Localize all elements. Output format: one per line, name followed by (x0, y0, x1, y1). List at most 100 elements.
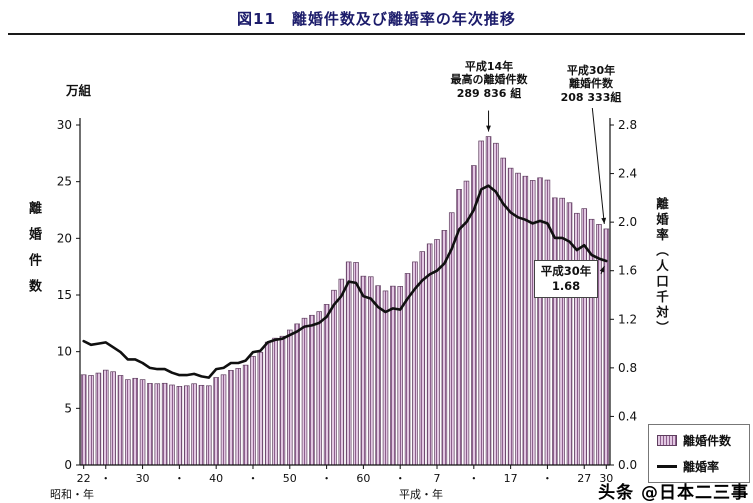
legend-item-bars: 離婚件数 (657, 432, 741, 449)
bar (220, 374, 227, 466)
x-tick-label: 50 (283, 472, 297, 485)
bar (323, 304, 330, 466)
bar (353, 262, 359, 466)
bar (316, 311, 323, 466)
right-tick-label: 1.6 (618, 264, 637, 278)
annotation-arrowhead (601, 217, 607, 224)
watermark: 头条 @日本二三事 (598, 483, 749, 503)
bar (95, 372, 102, 466)
bar (132, 377, 138, 466)
bar (154, 383, 161, 466)
right-tick-label: 0.4 (618, 409, 637, 423)
bar (279, 335, 286, 466)
x-tick-label: ・ (395, 472, 406, 485)
left-tick-label: 25 (57, 175, 72, 189)
bar (213, 377, 219, 466)
bar (161, 382, 168, 466)
legend-line-label: 離婚率 (683, 460, 720, 474)
bar (191, 383, 197, 466)
rate-line (82, 184, 608, 379)
era-label-showa: 昭和・年 (50, 488, 94, 501)
x-tick-label: 40 (209, 472, 223, 485)
bar (139, 379, 146, 466)
left-tick-label: 5 (64, 401, 72, 415)
annotation-arrowhead (486, 125, 491, 132)
bar (206, 385, 212, 466)
bar (434, 239, 440, 466)
x-tick-label: ・ (100, 472, 111, 485)
bar (272, 337, 278, 466)
x-tick-label: ・ (542, 472, 553, 485)
x-tick-label: ・ (468, 472, 479, 485)
bar (360, 275, 367, 466)
bar (80, 374, 87, 466)
left-tick-label: 20 (57, 231, 72, 245)
annotation-arrowhead (599, 266, 605, 273)
x-tick-label: 22 (77, 472, 91, 485)
right-tick-label: 0.0 (618, 458, 637, 472)
chart-legend: 離婚件数 離婚率 (648, 424, 750, 483)
bar (169, 384, 175, 466)
era-label-heisei: 平成・年 (399, 488, 443, 501)
bar (390, 285, 396, 466)
left-tick-label: 30 (57, 118, 72, 132)
legend-bars-label: 離婚件数 (683, 434, 732, 448)
bar (301, 317, 308, 466)
right-tick-label: 2.0 (618, 215, 637, 229)
legend-item-line: 離婚率 (657, 458, 741, 475)
x-tick-label: ・ (247, 472, 258, 485)
x-tick-label: 7 (434, 472, 441, 485)
bar (382, 290, 389, 466)
annotation-latest-rate-box: 平成30年 1.68 (534, 260, 598, 298)
bar (257, 351, 264, 466)
line-swatch-icon (657, 465, 677, 468)
title-rule (8, 33, 745, 35)
bar-swatch-icon (657, 435, 677, 446)
annotation-latest-count: 平成30年 離婚件数 208 333組 (560, 64, 622, 104)
bar (117, 375, 124, 466)
x-tick-label: 30 (136, 472, 150, 485)
bar (338, 278, 345, 466)
figure-title: 図11 離婚件数及び離婚率の年次推移 (237, 10, 516, 28)
x-tick-label: 27 (577, 472, 591, 485)
right-tick-label: 2.4 (618, 167, 637, 181)
right-tick-label: 2.8 (618, 118, 637, 132)
x-tick-label: 60 (356, 472, 370, 485)
bar (125, 379, 131, 466)
bar (250, 355, 256, 466)
annotation-peak-count: 平成14年 最高の離婚件数 289 836 組 (450, 60, 528, 100)
annotation-arrow (591, 107, 605, 224)
bar (183, 385, 190, 466)
bar (147, 383, 153, 466)
bar (235, 368, 242, 466)
bar (287, 329, 293, 466)
bar (264, 341, 271, 466)
x-tick-label: 30 (599, 472, 613, 485)
bar (294, 323, 300, 466)
right-axis-title: 離婚率（人口千対） (654, 197, 669, 337)
left-tick-label: 10 (57, 345, 72, 359)
x-tick-label: ・ (321, 472, 332, 485)
bar (198, 384, 205, 466)
bar (367, 276, 374, 466)
bar (88, 375, 94, 466)
bar (102, 369, 109, 466)
right-tick-label: 1.2 (618, 312, 637, 326)
left-axis-unit-label: 万組 (66, 83, 92, 98)
bar (345, 261, 352, 466)
bar (603, 228, 610, 466)
bar (176, 386, 183, 466)
bar (242, 364, 249, 466)
right-tick-label: 0.8 (618, 361, 637, 375)
bar (375, 285, 381, 466)
bar (309, 314, 315, 466)
x-tick-label: 17 (504, 472, 518, 485)
left-tick-label: 0 (64, 458, 72, 472)
bar (397, 286, 403, 466)
bar (331, 289, 337, 466)
x-tick-label: ・ (174, 472, 185, 485)
bar (228, 370, 234, 466)
left-tick-label: 15 (57, 288, 72, 302)
